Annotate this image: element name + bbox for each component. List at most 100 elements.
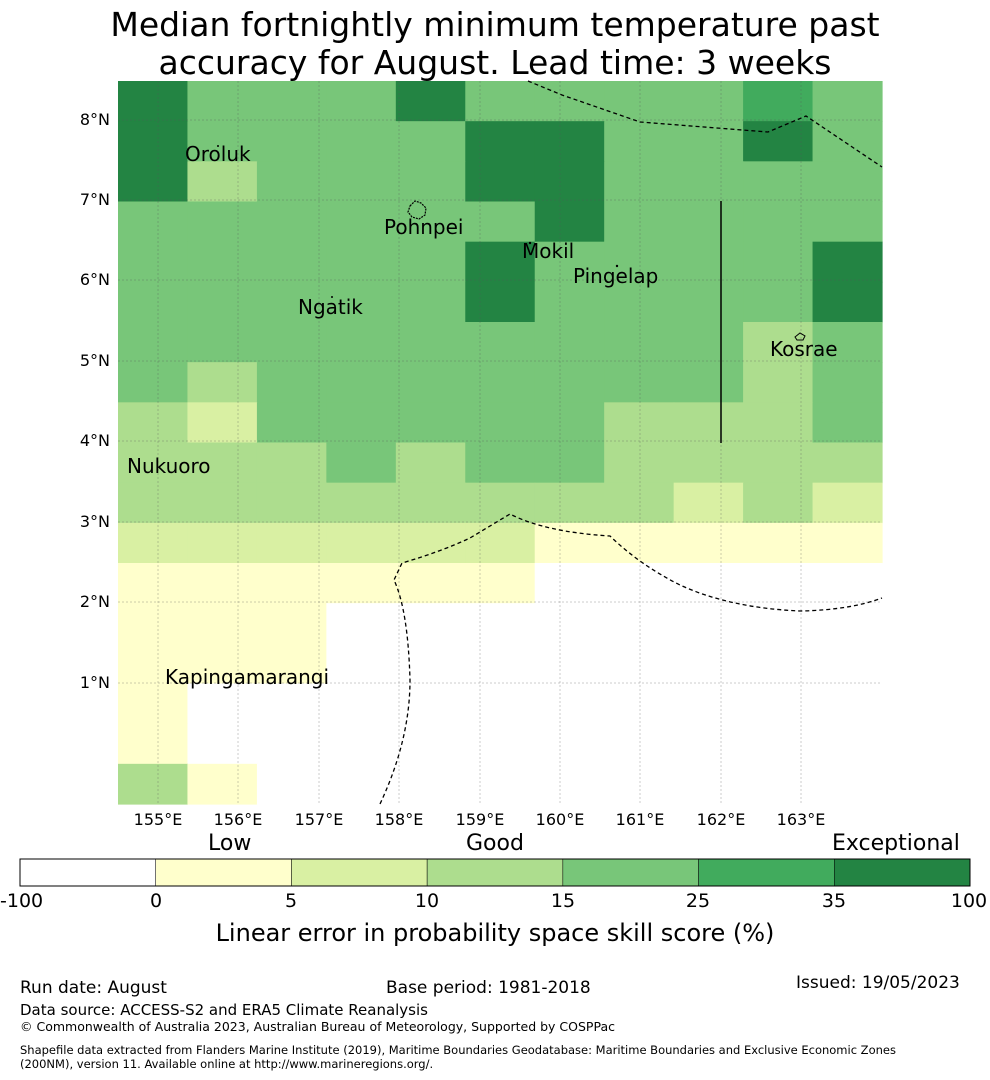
- skill-cell: [395, 563, 466, 604]
- skill-cell: [118, 563, 189, 604]
- colorbar-tick-minus100: -100: [0, 890, 44, 912]
- skill-cell: [326, 683, 397, 725]
- skill-cell: [187, 121, 258, 162]
- skill-cell: [812, 161, 883, 203]
- skill-cell: [673, 763, 744, 805]
- skill-cell: [604, 442, 675, 484]
- skill-cell: [118, 241, 189, 283]
- skill-cell: [673, 563, 744, 604]
- skill-cell: [743, 201, 814, 243]
- skill-cell: [256, 442, 327, 484]
- skill-cell: [534, 322, 605, 363]
- skill-cell: [465, 402, 536, 444]
- skill-cell: [604, 643, 675, 685]
- skill-cell: [465, 723, 536, 765]
- skill-cell: [326, 362, 397, 403]
- skill-cell: [465, 161, 536, 203]
- skill-cell: [187, 201, 258, 243]
- copyright-notice: © Commonwealth of Australia 2023, Austra…: [20, 1019, 615, 1034]
- skill-cell: [743, 723, 814, 765]
- skill-cell: [812, 81, 883, 122]
- skill-cell: [743, 763, 814, 805]
- skill-cell: [812, 402, 883, 444]
- skill-cell: [534, 402, 605, 444]
- skill-cell: [604, 522, 675, 564]
- skill-cell: [118, 723, 189, 765]
- colorbar-tick-35: 35: [821, 890, 847, 912]
- colorbar-label-exceptional: Exceptional: [832, 831, 960, 856]
- skill-cell: [118, 161, 189, 203]
- lat-label-7n: 7°N: [79, 190, 110, 209]
- title-line-1: Median fortnightly minimum temperature p…: [110, 5, 880, 44]
- skill-cell: [743, 281, 814, 323]
- skill-cell: [395, 603, 466, 644]
- skill-cell: [604, 362, 675, 403]
- skill-cell: [395, 121, 466, 162]
- colorbar-cells: [19, 858, 971, 887]
- skill-cell: [256, 362, 327, 403]
- colorbar-segment: [834, 858, 971, 887]
- skill-cell: [187, 161, 258, 203]
- chart-title: Median fortnightly minimum temperature p…: [0, 6, 990, 82]
- skill-cell: [534, 683, 605, 725]
- skill-cell: [812, 442, 883, 484]
- maritime-boundaries: [379, 80, 883, 805]
- skill-cell: [673, 402, 744, 444]
- skill-cell: [604, 402, 675, 444]
- skill-cell: [326, 201, 397, 243]
- colorbar-tick-100: 100: [950, 890, 988, 912]
- skill-cell: [604, 763, 675, 805]
- colorbar-tick-10: 10: [414, 890, 440, 912]
- skill-cell: [534, 522, 605, 564]
- skill-cell: [256, 763, 327, 805]
- colorbar-tick-15: 15: [550, 890, 576, 912]
- skill-cell: [256, 281, 327, 323]
- skill-cell: [673, 362, 744, 403]
- lat-label-6n: 6°N: [79, 270, 110, 289]
- base-period: Base period: 1981-2018: [386, 978, 591, 998]
- skill-cell: [326, 322, 397, 363]
- skill-cell: [187, 522, 258, 564]
- skill-cell: [326, 442, 397, 484]
- skill-cell: [395, 241, 466, 283]
- skill-cell: [187, 723, 258, 765]
- skill-cell: [187, 81, 258, 122]
- place-pohnpei: Pohnpei: [384, 215, 464, 239]
- lat-label-4n: 4°N: [79, 431, 110, 450]
- skill-cell: [673, 683, 744, 725]
- skill-cell: [743, 563, 814, 604]
- skill-cell: [326, 643, 397, 685]
- skill-cell: [395, 322, 466, 363]
- skill-cell: [187, 683, 258, 725]
- skill-cell: [256, 683, 327, 725]
- place-kapingamarangi: Kapingamarangi: [165, 665, 330, 689]
- ngatik-atoll: [331, 296, 333, 298]
- skill-cell: [256, 322, 327, 363]
- skill-cell: [187, 603, 258, 644]
- skill-cell: [326, 603, 397, 644]
- skill-cell: [465, 121, 536, 162]
- skill-cell: [326, 482, 397, 524]
- skill-cell: [395, 442, 466, 484]
- skill-cell: [534, 241, 605, 283]
- skill-cell: [465, 281, 536, 323]
- skill-cell: [326, 402, 397, 444]
- colorbar-tick-5: 5: [284, 890, 298, 912]
- skill-cell: [118, 643, 189, 685]
- skill-cell: [465, 362, 536, 403]
- skill-cell: [604, 241, 675, 283]
- lat-label-2n: 2°N: [79, 592, 110, 611]
- skill-cell: [118, 683, 189, 725]
- skill-cell: [187, 241, 258, 283]
- skill-cell: [256, 81, 327, 122]
- skill-cell: [326, 763, 397, 805]
- skill-cell: [326, 281, 397, 323]
- data-source: Data source: ACCESS-S2 and ERA5 Climate …: [20, 1001, 428, 1019]
- skill-cell: [743, 643, 814, 685]
- skill-cell: [118, 281, 189, 323]
- skill-cell: [118, 201, 189, 243]
- skill-cell: [743, 522, 814, 564]
- skill-cell: [326, 241, 397, 283]
- skill-cell: [118, 763, 189, 805]
- pohnpei-island: [407, 200, 427, 220]
